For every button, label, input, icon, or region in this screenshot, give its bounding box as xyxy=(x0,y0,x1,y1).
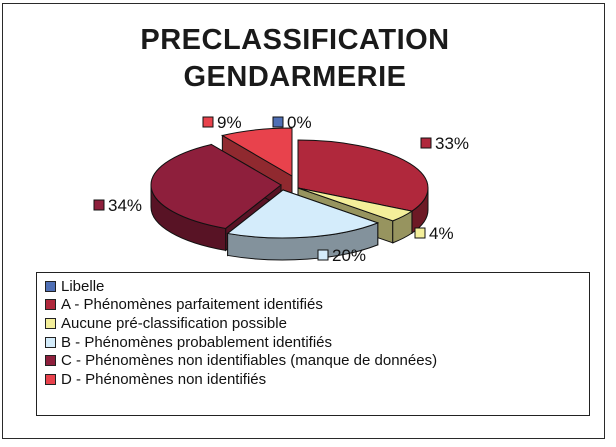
data-label-swatch-1 xyxy=(420,137,432,149)
legend-swatch xyxy=(45,317,56,329)
legend-item: Aucune pré-classification possible xyxy=(45,314,589,333)
legend-swatch xyxy=(45,299,56,311)
legend-swatch xyxy=(45,336,56,348)
chart-title-line-2: GENDARMERIE xyxy=(183,61,407,93)
data-label-text-0: 0% xyxy=(287,113,312,132)
data-label-swatch-3 xyxy=(317,249,329,261)
legend-swatch xyxy=(45,280,56,292)
data-label-4: 34% xyxy=(93,196,142,215)
data-label-3: 20% xyxy=(317,246,366,265)
data-label-swatch-5 xyxy=(202,116,214,128)
legend-label: A - Phénomènes parfaitement identifiés xyxy=(61,296,323,314)
legend-item: B - Phénomènes probablement identifiés xyxy=(45,333,589,352)
data-label-1: 33% xyxy=(420,134,469,153)
legend-label: C - Phénomènes non identifiables (manque… xyxy=(61,352,438,370)
data-label-0: 0% xyxy=(272,113,312,132)
legend-item: Libelle xyxy=(45,277,589,296)
legend-swatch xyxy=(45,355,56,367)
legend-item: D - Phénomènes non identifiés xyxy=(45,370,589,389)
data-label-text-3: 20% xyxy=(332,246,366,265)
legend-label: D - Phénomènes non identifiés xyxy=(61,370,267,388)
data-label-swatch-2 xyxy=(414,227,426,239)
data-label-text-2: 4% xyxy=(429,224,454,243)
data-label-swatch-0 xyxy=(272,116,284,128)
data-label-text-1: 33% xyxy=(435,134,469,153)
data-label-5: 9% xyxy=(202,113,242,132)
data-label-text-4: 34% xyxy=(108,196,142,215)
pie-slice-3 xyxy=(226,188,380,261)
data-label-text-5: 9% xyxy=(217,113,242,132)
data-label-swatch-4 xyxy=(93,199,105,211)
legend-label: Aucune pré-classification possible xyxy=(61,314,287,332)
chart-title-line-1: PRECLASSIFICATION xyxy=(140,24,450,56)
legend-item: A - Phénomènes parfaitement identifiés xyxy=(45,296,589,315)
legend-label: Libelle xyxy=(61,277,105,295)
legend: Libelle A - Phénomènes parfaitement ident… xyxy=(36,272,590,416)
data-label-2: 4% xyxy=(414,224,454,243)
legend-label: B - Phénomènes probablement identifiés xyxy=(61,333,332,351)
legend-item: C - Phénomènes non identifiables (manque… xyxy=(45,351,589,370)
legend-swatch xyxy=(45,373,56,385)
chart-title: PRECLASSIFICATION GENDARMERIE xyxy=(0,22,590,96)
